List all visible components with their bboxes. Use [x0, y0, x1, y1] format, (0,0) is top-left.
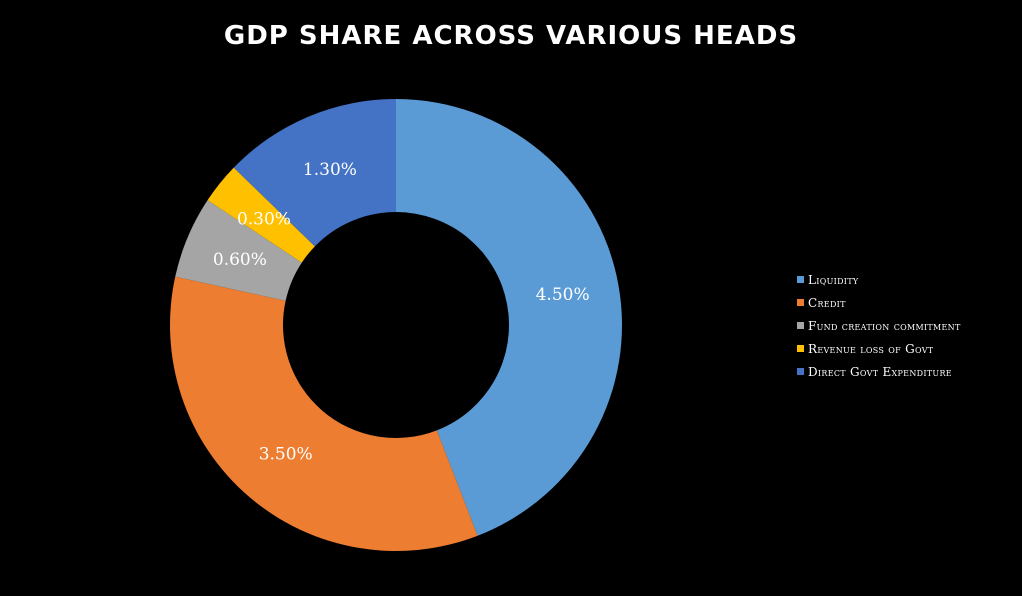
data-labels-group: 4.50% 3.50% 0.60% 0.30% 1.30%: [213, 160, 590, 465]
data-label-direct-govt-expenditure: 1.30%: [303, 160, 357, 180]
slice-fund-creation-commitment: [175, 200, 302, 301]
slice-credit: [170, 276, 478, 552]
legend-swatch-credit: [797, 299, 804, 306]
slice-liquidity: [396, 99, 623, 536]
slice-revenue-loss-of-govt: [207, 167, 315, 263]
legend-label-liquidity: Liquidity: [808, 273, 859, 287]
data-label-revenue-loss-of-govt: 0.30%: [237, 210, 291, 230]
slices-group: [170, 99, 623, 552]
slice-direct-govt-expenditure: [233, 99, 396, 247]
data-label-fund-creation-commitment: 0.60%: [213, 250, 267, 270]
legend-label-revenue-loss-of-govt: Revenue loss of Govt: [808, 342, 934, 356]
data-label-credit: 3.50%: [259, 445, 313, 465]
legend-swatch-fund-creation-commitment: [797, 322, 804, 329]
legend-label-fund-creation-commitment: Fund creation commitment: [808, 319, 961, 333]
chart-title: GDP SHARE ACROSS VARIOUS HEADS: [224, 21, 798, 51]
legend-swatch-liquidity: [797, 276, 804, 283]
legend-swatch-direct-govt-expenditure: [797, 368, 804, 375]
data-label-liquidity: 4.50%: [536, 285, 590, 305]
legend-label-direct-govt-expenditure: Direct Govt Expenditure: [808, 365, 952, 379]
legend-swatch-revenue-loss-of-govt: [797, 345, 804, 352]
legend: Liquidity Credit Fund creation commitment R…: [797, 273, 961, 379]
legend-label-credit: Credit: [808, 296, 846, 310]
